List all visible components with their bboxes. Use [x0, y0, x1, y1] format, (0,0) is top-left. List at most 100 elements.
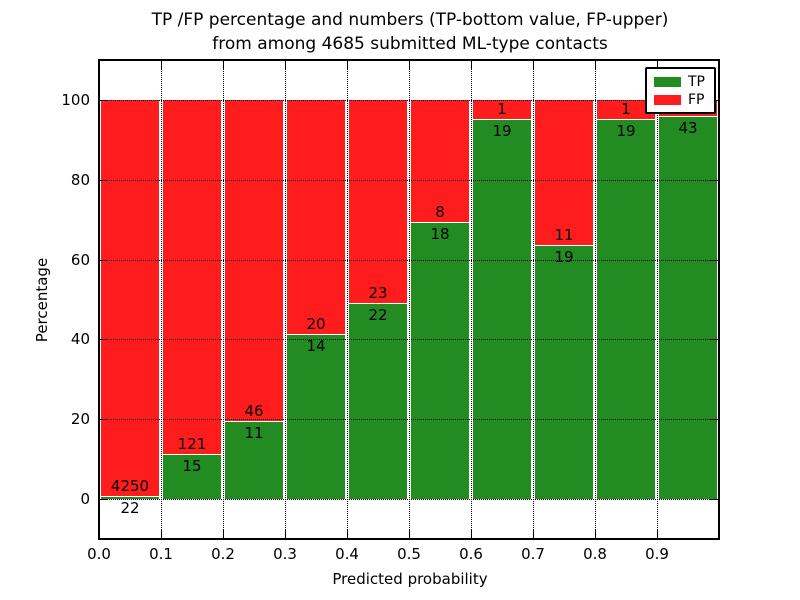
x-tick-label-0.9: 0.9	[645, 545, 669, 563]
x-tick-top	[533, 61, 534, 69]
tp-count-label: 11	[244, 424, 264, 443]
fp-count-label: 23	[368, 283, 388, 302]
tp-count-label: 43	[678, 119, 698, 138]
legend: TP FP	[645, 67, 716, 114]
tp-count-label: 15	[182, 457, 202, 476]
x-tick-bottom	[409, 530, 410, 538]
gridline-x-0.8	[595, 61, 596, 538]
gridline-x-0.5	[409, 61, 410, 538]
tp-swatch-icon	[654, 76, 681, 87]
legend-label-fp: FP	[688, 91, 705, 108]
fp-swatch-icon	[654, 94, 681, 105]
tp-count-label: 14	[306, 336, 326, 355]
y-tick-left	[100, 499, 108, 501]
x-tick-bottom	[719, 530, 720, 538]
x-tick-bottom	[347, 530, 348, 538]
legend-label-tp: TP	[688, 73, 705, 90]
x-tick-bottom	[99, 530, 100, 538]
x-tick-top	[161, 61, 162, 69]
x-tick-bottom	[471, 530, 472, 538]
x-tick-top	[409, 61, 410, 69]
x-tick-bottom	[223, 530, 224, 538]
x-tick-top	[99, 61, 100, 69]
y-tick-right	[710, 179, 718, 181]
x-tick-bottom	[285, 530, 286, 538]
tp-count-label: 19	[492, 121, 512, 140]
bar-fp-0.1-0.2	[163, 99, 221, 456]
bar-tp-0.4-0.5	[349, 303, 407, 500]
x-axis-label: Predicted probability	[332, 570, 488, 588]
gridline-x-0.6	[471, 61, 472, 538]
y-tick-left	[100, 419, 108, 421]
bar-tp-0.2-0.3	[225, 422, 283, 500]
x-tick-bottom	[533, 530, 534, 538]
y-tick-label-20: 20	[70, 410, 90, 429]
gridline-x-0.7	[533, 61, 534, 538]
x-tick-top	[719, 61, 720, 69]
x-tick-label-0.8: 0.8	[583, 545, 607, 563]
bar-tp-0.5-0.6	[411, 222, 469, 500]
y-tick-label-100: 100	[61, 90, 90, 109]
bar-fp-0.6-0.7	[473, 99, 531, 120]
x-tick-label-0.1: 0.1	[149, 545, 173, 563]
tp-count-label: 19	[616, 121, 636, 140]
x-tick-label-0.6: 0.6	[459, 545, 483, 563]
x-tick-top	[595, 61, 596, 69]
x-tick-label-0.5: 0.5	[397, 545, 421, 563]
chart-title: TP /FP percentage and numbers (TP-bottom…	[99, 8, 721, 56]
y-tick-right	[710, 419, 718, 421]
bar-fp-0.3-0.4	[287, 99, 345, 335]
bar-tp-0.1-0.2	[163, 455, 221, 500]
gridline-x-0.3	[285, 61, 286, 538]
x-tick-bottom	[595, 530, 596, 538]
x-tick-top	[285, 61, 286, 69]
y-tick-label-60: 60	[70, 250, 90, 269]
fp-count-label: 121	[177, 435, 207, 454]
x-tick-top	[657, 61, 658, 69]
y-tick-right	[710, 339, 718, 341]
legend-entry-fp: FP	[654, 93, 707, 107]
bar-fp-0.5-0.6	[411, 99, 469, 223]
bar-tp-0.6-0.7	[473, 119, 531, 500]
bar-fp-0.4-0.5	[349, 99, 407, 304]
bar-tp-0.8-0.9	[597, 119, 655, 500]
x-tick-label-0.4: 0.4	[335, 545, 359, 563]
x-tick-label-0.0: 0.0	[87, 545, 111, 563]
bar-tp-0.0-0.1	[101, 497, 159, 500]
y-tick-label-80: 80	[70, 170, 90, 189]
x-tick-top	[223, 61, 224, 69]
chart-title-line2: from among 4685 submitted ML-type contac…	[212, 34, 608, 54]
bar-fp-0.0-0.1	[101, 99, 159, 498]
tp-count-label: 22	[368, 305, 388, 324]
y-axis-label: Percentage	[33, 257, 51, 343]
bar-tp-0.3-0.4	[287, 334, 345, 500]
chart-title-line1: TP /FP percentage and numbers (TP-bottom…	[151, 10, 669, 30]
gridline-x-0.1	[161, 61, 162, 538]
bar-tp-0.9-1.0	[659, 117, 717, 500]
y-tick-left	[100, 339, 108, 341]
x-tick-top	[347, 61, 348, 69]
y-tick-label-40: 40	[70, 330, 90, 349]
gridline-x-0.4	[347, 61, 348, 538]
x-tick-label-0.7: 0.7	[521, 545, 545, 563]
gridline-x-0.2	[223, 61, 224, 538]
y-tick-left	[100, 99, 108, 101]
tp-count-label: 22	[120, 499, 140, 518]
y-tick-left	[100, 179, 108, 181]
bar-tp-0.7-0.8	[535, 246, 593, 500]
bar-fp-0.2-0.3	[225, 99, 283, 423]
y-tick-right	[710, 259, 718, 261]
x-tick-bottom	[657, 530, 658, 538]
fp-count-label: 1	[497, 99, 507, 118]
fp-count-label: 1	[621, 99, 631, 118]
legend-entry-tp: TP	[654, 75, 707, 89]
tp-count-label: 18	[430, 224, 450, 243]
gridline-x-0.9	[657, 61, 658, 538]
bar-fp-0.7-0.8	[535, 99, 593, 247]
fp-count-label: 11	[554, 226, 574, 245]
fp-count-label: 8	[435, 202, 445, 221]
fp-count-label: 4250	[110, 477, 150, 496]
y-tick-left	[100, 259, 108, 261]
